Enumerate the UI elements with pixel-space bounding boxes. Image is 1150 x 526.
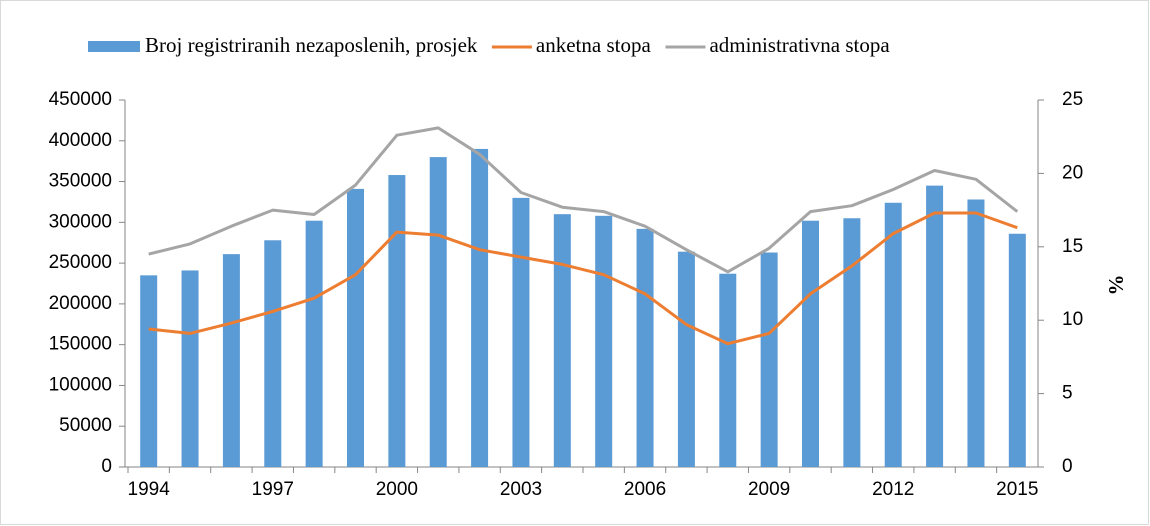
- x-tick-label: 2009: [748, 479, 790, 500]
- bar: [802, 220, 819, 467]
- legend-label: Broj registriranih nezaposlenih, prosjek: [145, 33, 478, 57]
- x-tick-label: 2012: [872, 479, 914, 500]
- x-tick-label: 2003: [500, 479, 542, 500]
- x-tick-label: 2000: [376, 479, 418, 500]
- y-tick-label: 450000: [49, 89, 112, 110]
- y-tick-label: 300000: [49, 211, 112, 232]
- bar: [388, 175, 406, 467]
- y-tick-label: 0: [101, 456, 112, 477]
- x-tick-label: 1997: [252, 479, 294, 500]
- y-tick-label: 250000: [49, 252, 112, 273]
- bar: [264, 240, 282, 467]
- bar: [843, 218, 861, 467]
- y-tick-label: 100000: [49, 374, 112, 395]
- x-tick-label: 2006: [624, 479, 666, 500]
- bar: [884, 202, 902, 467]
- x-tick-label: 1994: [128, 479, 171, 500]
- bar: [140, 275, 158, 467]
- bar: [512, 197, 530, 467]
- y2-tick-label: 0: [1062, 456, 1073, 477]
- y2-tick-label: 10: [1062, 309, 1083, 330]
- bar: [677, 251, 695, 467]
- y2-tick-label: 20: [1062, 162, 1083, 183]
- line-series: [148, 211, 1018, 346]
- bar: [760, 252, 778, 467]
- bar: [967, 199, 985, 467]
- bar: [636, 228, 654, 467]
- bar: [926, 185, 944, 467]
- bar: [471, 148, 489, 467]
- y2-axis-label: %: [1104, 275, 1128, 296]
- y-tick-label: 400000: [49, 130, 112, 151]
- bar: [347, 188, 364, 467]
- bar: [429, 157, 447, 468]
- y-tick-label: 50000: [59, 415, 112, 436]
- bar: [181, 270, 199, 467]
- y2-tick-label: 15: [1062, 236, 1083, 257]
- y-tick-label: 200000: [49, 293, 112, 314]
- legend-swatch: [88, 41, 140, 52]
- bar: [595, 215, 613, 467]
- y-tick-label: 350000: [49, 171, 112, 192]
- legend-label: administrativna stopa: [709, 33, 890, 57]
- bar: [1008, 233, 1026, 467]
- x-tick-label: 2015: [996, 479, 1038, 500]
- bar: [719, 273, 737, 467]
- line-series: [148, 126, 1019, 274]
- bar: [222, 254, 240, 467]
- bar: [553, 214, 571, 467]
- legend-label: anketna stopa: [536, 33, 652, 57]
- y2-tick-label: 5: [1062, 383, 1073, 404]
- y-tick-label: 150000: [49, 334, 112, 355]
- y2-tick-label: 25: [1062, 89, 1083, 110]
- bar: [305, 220, 323, 467]
